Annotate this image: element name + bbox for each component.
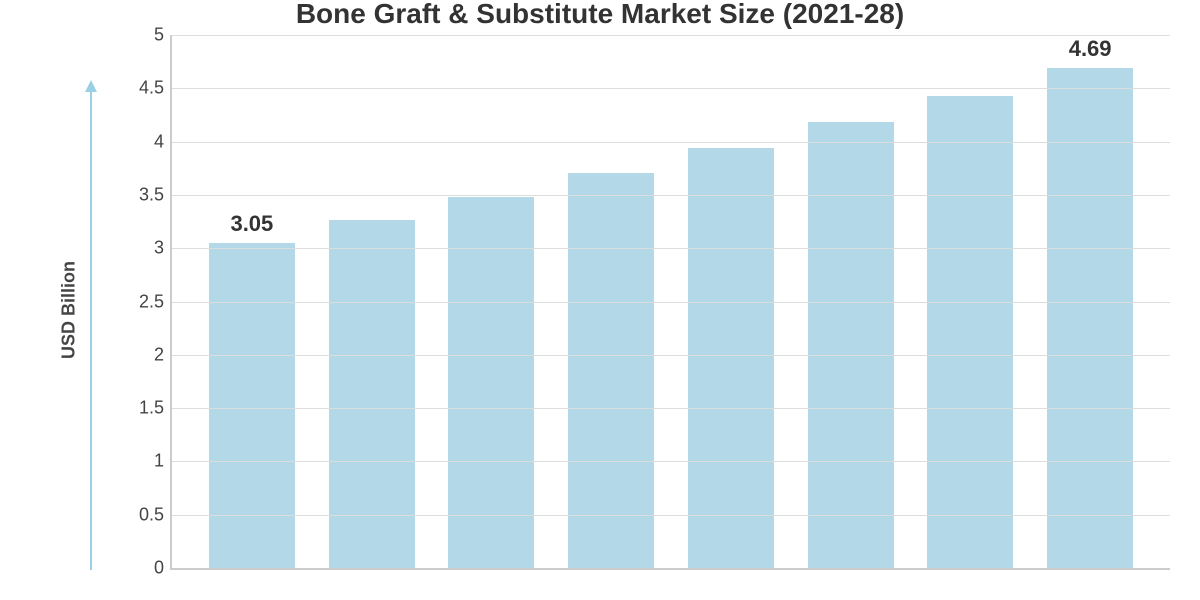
- grid-line: [172, 142, 1170, 143]
- y-tick-label: 4: [154, 131, 164, 152]
- bar: [808, 122, 894, 568]
- bar: [568, 173, 654, 568]
- bar: [688, 148, 774, 568]
- bar-value-label: 4.69: [1069, 36, 1112, 62]
- bar: [329, 220, 415, 568]
- chart-title: Bone Graft & Substitute Market Size (202…: [0, 0, 1200, 30]
- grid-line: [172, 35, 1170, 36]
- grid-line: [172, 248, 1170, 249]
- y-tick-label: 3: [154, 238, 164, 259]
- bar: [1047, 68, 1133, 568]
- grid-line: [172, 355, 1170, 356]
- y-tick-label: 0: [154, 558, 164, 579]
- y-tick-label: 3.5: [139, 184, 164, 205]
- y-tick-label: 4.5: [139, 78, 164, 99]
- chart-page: Bone Graft & Substitute Market Size (202…: [0, 0, 1200, 600]
- y-tick-label: 2.5: [139, 291, 164, 312]
- grid-line: [172, 461, 1170, 462]
- grid-line: [172, 88, 1170, 89]
- bar: [209, 243, 295, 568]
- bar: [927, 96, 1013, 568]
- y-tick-label: 1: [154, 451, 164, 472]
- grid-line: [172, 302, 1170, 303]
- y-tick-label: 0.5: [139, 504, 164, 525]
- y-tick-label: 1.5: [139, 398, 164, 419]
- y-axis-arrow-icon: [90, 90, 92, 570]
- grid-line: [172, 195, 1170, 196]
- bar: [448, 197, 534, 568]
- bar-value-label: 3.05: [230, 211, 273, 237]
- y-tick-label: 2: [154, 344, 164, 365]
- chart-wrap: USD Billion 3.053.263.483.713.944.184.43…: [70, 30, 1180, 590]
- plot-area: 3.053.263.483.713.944.184.434.69 00.511.…: [170, 35, 1170, 570]
- grid-line: [172, 408, 1170, 409]
- grid-line: [172, 515, 1170, 516]
- y-axis-label: USD Billion: [59, 261, 80, 359]
- y-tick-label: 5: [154, 25, 164, 46]
